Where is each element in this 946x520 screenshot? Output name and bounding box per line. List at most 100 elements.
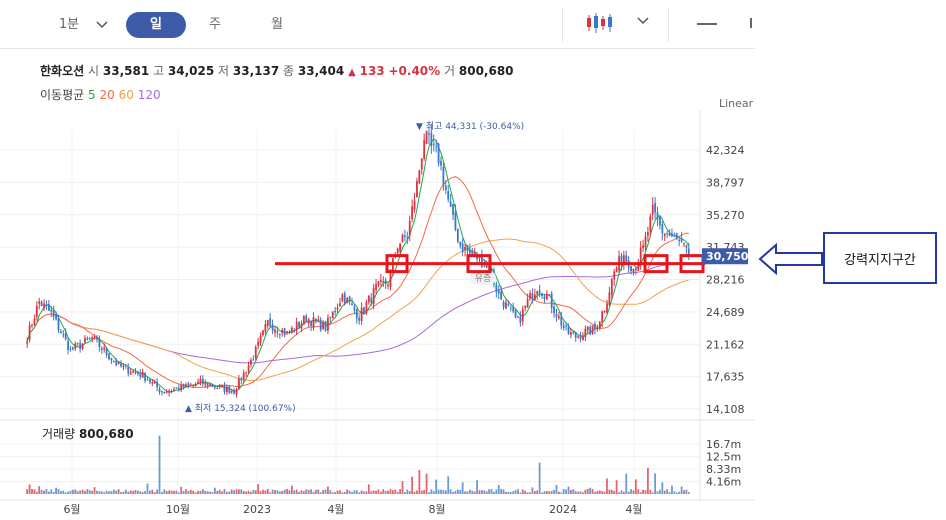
volume-bar bbox=[136, 490, 139, 494]
candle-body bbox=[38, 301, 41, 304]
volume-bar bbox=[300, 490, 303, 494]
volume-bar bbox=[642, 489, 644, 494]
candle-body bbox=[194, 383, 197, 387]
candle-body bbox=[644, 236, 647, 248]
volume-bar bbox=[317, 489, 320, 494]
ma-60-path bbox=[41, 238, 689, 381]
candle-body bbox=[127, 367, 130, 374]
volume-bar bbox=[221, 491, 223, 494]
candle-body bbox=[136, 371, 139, 374]
volume-bar bbox=[74, 489, 77, 494]
more-tools-icon[interactable] bbox=[748, 18, 754, 28]
candle-body bbox=[384, 280, 387, 284]
line-tool-icon[interactable] bbox=[697, 22, 717, 26]
candle-body bbox=[50, 309, 53, 312]
volume-bar bbox=[314, 489, 317, 494]
volume-bar bbox=[637, 489, 640, 494]
candle-body bbox=[317, 319, 320, 321]
candle-body bbox=[406, 237, 409, 239]
candle-body bbox=[305, 315, 308, 323]
candle-body bbox=[262, 330, 264, 335]
volume-bar bbox=[26, 489, 29, 494]
volume-bar bbox=[343, 492, 346, 494]
support-touch-box bbox=[466, 254, 492, 274]
interval-1m-button[interactable]: 1분 bbox=[58, 17, 80, 32]
change-percent: +0.40% bbox=[388, 64, 441, 78]
candle-body bbox=[115, 360, 118, 366]
candle-body bbox=[512, 307, 515, 312]
candle-body bbox=[103, 347, 106, 350]
chevron-down-icon[interactable] bbox=[637, 17, 649, 25]
volume-bar bbox=[622, 491, 625, 494]
volume-label: 거 bbox=[444, 64, 456, 78]
candle-body bbox=[659, 216, 661, 226]
candle-body bbox=[163, 392, 166, 394]
candle-body bbox=[574, 332, 577, 338]
candle-body bbox=[610, 279, 613, 295]
candle-body bbox=[485, 264, 488, 268]
candle-body bbox=[495, 284, 498, 292]
volume-bar bbox=[675, 492, 678, 494]
volume-bar bbox=[377, 489, 380, 494]
candle-body bbox=[579, 335, 582, 339]
volume-bar bbox=[274, 490, 276, 494]
volume-bar bbox=[553, 489, 555, 494]
candle-body bbox=[124, 364, 127, 366]
candle-body bbox=[269, 318, 272, 327]
volume-bar bbox=[358, 492, 361, 494]
volume-bar bbox=[185, 489, 187, 494]
volume-bar bbox=[473, 491, 476, 494]
tab-month[interactable]: 월 bbox=[271, 17, 283, 32]
candle-body bbox=[584, 328, 587, 338]
candle-body bbox=[298, 321, 300, 327]
candle-body bbox=[91, 337, 94, 340]
price-tick-label: 14,108 bbox=[706, 403, 745, 416]
volume-bar bbox=[562, 489, 565, 494]
volume-bar bbox=[129, 490, 132, 494]
volume-bar bbox=[216, 490, 219, 494]
scale-type-toggle[interactable]: Linear bbox=[719, 97, 754, 110]
candle-body bbox=[331, 311, 334, 318]
volume-bar bbox=[514, 490, 517, 494]
volume-bar bbox=[293, 490, 296, 494]
high-value: 34,025 bbox=[167, 64, 215, 78]
low-value: 33,137 bbox=[232, 64, 280, 78]
volume-bar bbox=[213, 487, 216, 494]
candle-body bbox=[148, 379, 151, 383]
stock-name: 한화오션 bbox=[40, 64, 85, 78]
candle-body bbox=[536, 291, 539, 295]
volume-bar bbox=[250, 491, 252, 494]
volume-bar bbox=[307, 490, 310, 494]
volume-bar bbox=[411, 476, 414, 494]
candle-body bbox=[170, 391, 173, 393]
volume-bar bbox=[59, 491, 62, 494]
volume-value: 800,680 bbox=[458, 64, 514, 78]
candlestick-type-icon[interactable] bbox=[586, 12, 612, 34]
candle-body bbox=[242, 372, 245, 380]
candle-body bbox=[567, 326, 570, 334]
volume-bar bbox=[570, 489, 572, 494]
volume-bar bbox=[372, 490, 375, 494]
volume-bar bbox=[666, 489, 669, 494]
ma-5-label: 5 bbox=[88, 88, 96, 102]
candle-body bbox=[591, 325, 594, 334]
candle-body bbox=[35, 306, 38, 317]
candle-body bbox=[314, 318, 317, 322]
volume-bar bbox=[187, 490, 190, 494]
volume-bar bbox=[266, 488, 269, 494]
volume-bar bbox=[286, 488, 288, 494]
candle-body bbox=[211, 383, 214, 387]
tab-week[interactable]: 주 bbox=[209, 17, 221, 32]
candle-body bbox=[683, 243, 685, 245]
candle-body bbox=[420, 158, 423, 170]
chevron-down-icon[interactable] bbox=[96, 21, 108, 29]
candle-body bbox=[570, 332, 572, 335]
candle-body bbox=[663, 234, 666, 236]
volume-bar bbox=[173, 490, 175, 494]
open-label: 시 bbox=[88, 64, 100, 78]
tab-day[interactable]: 일 bbox=[126, 12, 186, 38]
volume-bar bbox=[353, 490, 356, 494]
candle-body bbox=[84, 338, 86, 343]
candle-body bbox=[387, 284, 389, 286]
